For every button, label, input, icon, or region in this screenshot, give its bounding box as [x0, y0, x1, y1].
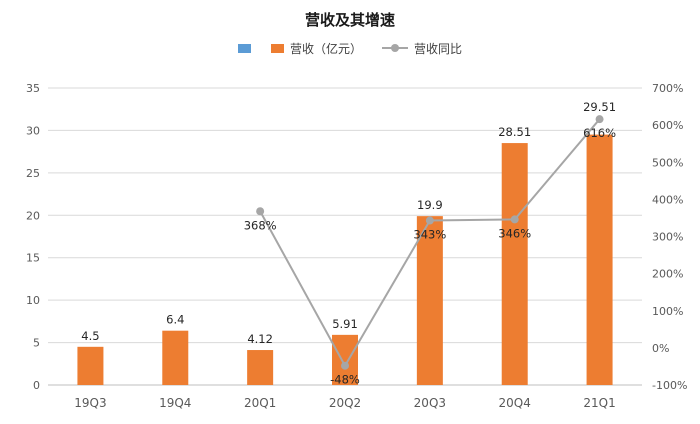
left-axis-tick-label: 0 — [33, 379, 40, 392]
right-axis-tick-label: 300% — [652, 231, 683, 244]
legend-item-2: 营收同比 — [382, 40, 462, 57]
bar-value-label: 4.5 — [81, 329, 99, 343]
legend-marker-dot — [391, 44, 399, 52]
line-point — [510, 215, 519, 224]
chart-legend: 营收（亿元） 营收同比 — [0, 40, 700, 56]
chart-plot-area: 0 5 10 15 20 25 30 35 700% 600% 500% 400% 300% 200% 10… — [26, 82, 687, 410]
left-axis-tick-label: 5 — [33, 337, 40, 350]
line-value-label: 343% — [413, 228, 446, 242]
category-label: 20Q4 — [499, 396, 531, 410]
bar — [416, 216, 443, 385]
category-label: 20Q1 — [244, 396, 276, 410]
bar — [77, 346, 104, 385]
right-axis-tick-label: 200% — [652, 268, 683, 281]
line-point — [595, 115, 604, 124]
line-value-label: 616% — [583, 126, 616, 140]
legend-square-swatch — [270, 43, 284, 53]
right-axis-tick-label: 700% — [652, 82, 683, 95]
bar-value-label: 29.51 — [583, 100, 616, 114]
chart-title: 营收及其增速 — [304, 11, 395, 29]
right-axis-tick-label: 500% — [652, 156, 683, 169]
line-point — [256, 207, 265, 216]
bar — [501, 143, 528, 385]
line-value-label: 346% — [498, 226, 531, 240]
category-label: 21Q1 — [583, 396, 615, 410]
left-axis-tick-label: 10 — [26, 294, 40, 307]
left-axis-tick-label: 35 — [26, 82, 40, 95]
category-label: 20Q3 — [414, 396, 446, 410]
bar — [332, 334, 358, 385]
right-axis-tick-label: 100% — [652, 305, 683, 318]
legend-line-swatch — [382, 44, 408, 52]
right-axis-tick-label: -100% — [652, 379, 687, 392]
legend-item-0 — [237, 43, 251, 53]
legend-square-swatch — [237, 43, 251, 53]
line-value-label: 368% — [244, 218, 277, 232]
line-point — [425, 216, 434, 225]
bar-value-label: 28.51 — [498, 125, 531, 139]
left-axis-tick-label: 15 — [26, 252, 40, 265]
bar-value-label: 19.9 — [417, 198, 443, 212]
bar — [586, 134, 613, 385]
left-axis-tick-label: 25 — [26, 167, 40, 180]
bar-value-label: 6.4 — [166, 313, 184, 327]
category-label: 19Q4 — [159, 396, 191, 410]
line-point — [341, 361, 349, 370]
right-axis-tick-label: 0% — [652, 342, 669, 355]
legend-label: 营收（亿元） — [289, 41, 362, 56]
left-axis-tick-label: 30 — [26, 124, 40, 137]
legend-label: 营收同比 — [414, 41, 463, 56]
bar-value-label: 5.91 — [332, 317, 358, 331]
legend-item-1: 营收（亿元） — [270, 40, 362, 57]
left-axis-tick-label: 20 — [26, 209, 40, 222]
bar-value-label: 4.12 — [247, 332, 273, 346]
right-axis-tick-label: 400% — [652, 193, 683, 206]
category-label: 19Q3 — [74, 396, 106, 410]
right-axis-tick-label: 600% — [652, 119, 683, 132]
line-value-label: -48% — [330, 373, 360, 387]
bar — [247, 350, 274, 385]
category-label: 20Q2 — [329, 396, 361, 410]
bar — [162, 330, 189, 385]
